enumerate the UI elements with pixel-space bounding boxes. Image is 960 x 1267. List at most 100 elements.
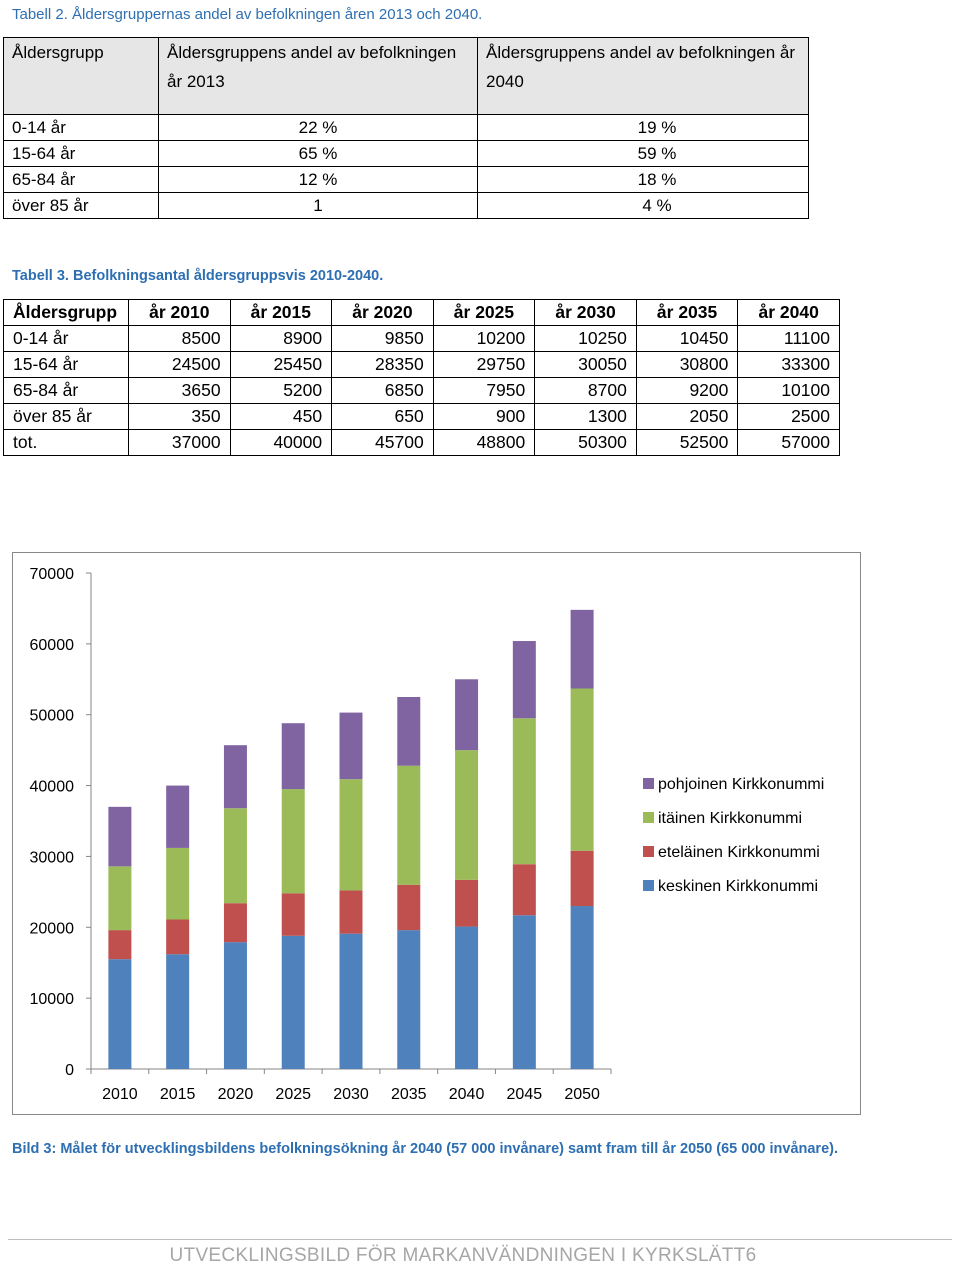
figure-caption: Bild 3: Målet för utvecklingsbildens bef… xyxy=(12,1141,838,1157)
y-tick-label: 10000 xyxy=(30,991,75,1008)
table2-header-2040: Åldersgruppens andel av befolkningen år … xyxy=(477,37,809,115)
table-cell: 1300 xyxy=(534,403,637,430)
bar-segment xyxy=(108,930,132,960)
legend-label: pohjoinen Kirkkonummi xyxy=(658,776,824,793)
age-share-table: Åldersgrupp Åldersgruppens andel av befo… xyxy=(3,37,809,219)
table-cell: 15-64 år xyxy=(3,140,159,167)
table-row: 0-14 år 8500 8900 9850 10200 10250 10450 11100 xyxy=(3,325,840,352)
bar-segment xyxy=(455,750,479,880)
x-tick-label: 2040 xyxy=(449,1086,485,1103)
table-cell: 6850 xyxy=(331,377,434,404)
bar-segment xyxy=(512,718,536,865)
table-cell: 9850 xyxy=(331,325,434,352)
y-tick-label: 60000 xyxy=(30,637,75,654)
x-tick-label: 2015 xyxy=(160,1086,196,1103)
table-cell: 37000 xyxy=(128,429,231,456)
legend-swatch xyxy=(643,778,654,789)
table-cell: 11100 xyxy=(737,325,840,352)
table-cell: 1 xyxy=(158,192,478,219)
x-tick-label: 2050 xyxy=(564,1086,600,1103)
table3-header-year: år 2010 xyxy=(128,299,231,326)
bar-segment xyxy=(570,609,594,689)
bar-segment xyxy=(223,942,247,1069)
bar-segment xyxy=(166,919,190,955)
bar-segment xyxy=(512,915,536,1069)
table-cell: 450 xyxy=(229,403,333,430)
x-tick-label: 2030 xyxy=(333,1086,369,1103)
y-tick-label: 20000 xyxy=(30,920,75,937)
table-row: 65-84 år 12 % 18 % xyxy=(3,166,809,193)
legend-label: keskinen Kirkkonummi xyxy=(658,878,818,895)
bar-segment xyxy=(339,712,363,780)
table-cell: 650 xyxy=(331,403,434,430)
table2-header-agegroup: Åldersgrupp xyxy=(3,37,159,115)
table-cell: 10450 xyxy=(635,325,739,352)
bar-segment xyxy=(455,679,479,751)
bar-segment xyxy=(512,864,536,916)
table-row: tot. 37000 40000 45700 48800 50300 52500 57000 xyxy=(3,429,840,456)
bar-segment xyxy=(339,779,363,891)
bar-segment xyxy=(281,935,305,1069)
x-tick-label: 2025 xyxy=(275,1086,311,1103)
bar-segment xyxy=(397,884,421,931)
table-row: 0-14 år 22 % 19 % xyxy=(3,114,809,141)
table3-caption: Tabell 3. Befolkningsantal åldersgruppsv… xyxy=(12,268,384,284)
page-footer: UTVECKLINGSBILD FÖR MARKANVÄNDNINGEN I K… xyxy=(169,1245,757,1266)
table-cell: 4 % xyxy=(477,192,809,219)
table-cell: 10250 xyxy=(534,325,637,352)
bar-segment xyxy=(108,959,132,1069)
table-row: över 85 år 350 450 650 900 1300 2050 2500 xyxy=(3,403,840,430)
bar-segment xyxy=(339,933,363,1069)
table-row: 15-64 år 24500 25450 28350 29750 30050 30800 33… xyxy=(3,351,840,378)
x-tick-label: 2045 xyxy=(507,1086,543,1103)
table-cell: 52500 xyxy=(635,429,739,456)
bar-segment xyxy=(108,866,132,931)
legend-label: itäinen Kirkkonummi xyxy=(658,810,802,827)
bar-segment xyxy=(166,785,190,848)
table-cell: 40000 xyxy=(229,429,333,456)
bar-segment xyxy=(281,893,305,936)
table-cell: 7950 xyxy=(432,377,536,404)
legend-swatch xyxy=(643,812,654,823)
table-cell: 5200 xyxy=(229,377,333,404)
bar-segment xyxy=(455,879,479,927)
table-cell: över 85 år xyxy=(3,403,129,430)
x-tick-label: 2020 xyxy=(218,1086,254,1103)
table-cell: 29750 xyxy=(432,351,536,378)
table-cell: 900 xyxy=(432,403,536,430)
population-chart: 0 10000 20000 30000 40000 50000 60000 70000 2010… xyxy=(12,552,861,1115)
table-cell: 48800 xyxy=(432,429,536,456)
chart-canvas: 0 10000 20000 30000 40000 50000 60000 70000 2010… xyxy=(30,566,825,1103)
table-cell: tot. xyxy=(3,429,129,456)
table-cell: 8900 xyxy=(229,325,333,352)
legend-label: eteläinen Kirkkonummi xyxy=(658,844,820,861)
bar-segment xyxy=(397,930,421,1069)
table-cell: 0-14 år xyxy=(3,325,129,352)
y-tick-label: 30000 xyxy=(30,849,75,866)
table-cell: över 85 år xyxy=(3,192,159,219)
table-cell: 59 % xyxy=(477,140,809,167)
legend-swatch xyxy=(643,880,654,891)
table-cell: 19 % xyxy=(477,114,809,141)
x-tick-label: 2035 xyxy=(391,1086,427,1103)
table-row: 15-64 år 65 % 59 % xyxy=(3,140,809,167)
table-cell: 57000 xyxy=(737,429,840,456)
bar-segment xyxy=(108,806,132,867)
table3-header-year: år 2040 xyxy=(737,299,840,326)
table-cell: 22 % xyxy=(158,114,478,141)
table-cell: 45700 xyxy=(331,429,434,456)
bar-segment xyxy=(281,789,305,894)
bar-segment xyxy=(223,745,247,809)
bar-segment xyxy=(166,847,190,920)
bar-segment xyxy=(397,697,421,766)
table-cell: 12 % xyxy=(158,166,478,193)
table3-header-year: år 2020 xyxy=(331,299,434,326)
table-cell: 0-14 år xyxy=(3,114,159,141)
table2-caption: Tabell 2. Åldersgruppernas andel av befo… xyxy=(12,6,483,23)
table-cell: 18 % xyxy=(477,166,809,193)
bar-segment xyxy=(223,808,247,904)
table-cell: 30800 xyxy=(635,351,739,378)
table3-header-year: år 2035 xyxy=(635,299,739,326)
table-cell: 8700 xyxy=(534,377,637,404)
table-cell: 10200 xyxy=(432,325,536,352)
